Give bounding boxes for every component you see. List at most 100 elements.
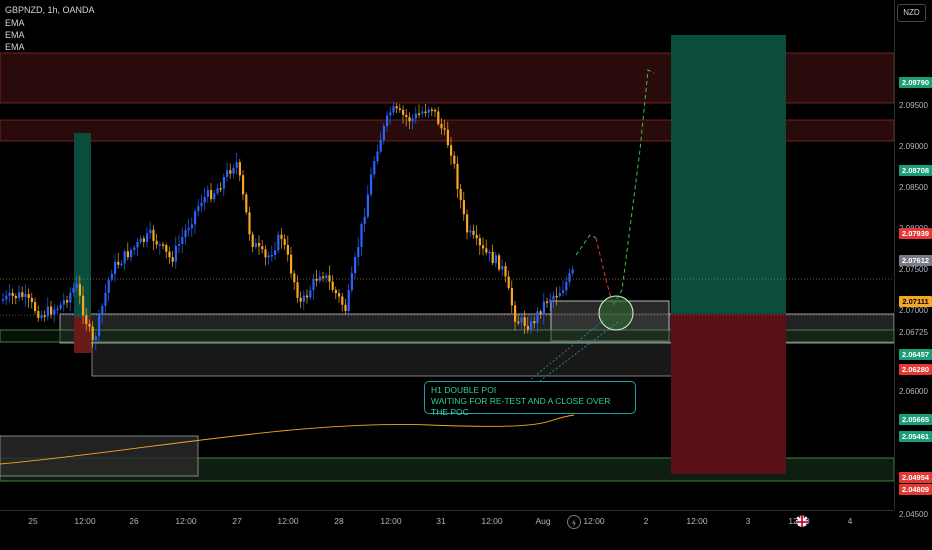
- candle-body[interactable]: [370, 174, 373, 195]
- candle-body[interactable]: [11, 292, 14, 297]
- candle-body[interactable]: [389, 112, 392, 116]
- candle-body[interactable]: [98, 314, 101, 337]
- candle-body[interactable]: [488, 251, 491, 254]
- candle-body[interactable]: [507, 276, 510, 288]
- old-position-tp[interactable]: [74, 133, 91, 317]
- candle-body[interactable]: [210, 190, 213, 200]
- candle-body[interactable]: [472, 230, 475, 235]
- candle-body[interactable]: [373, 161, 376, 175]
- candle-body[interactable]: [14, 296, 17, 299]
- candle-body[interactable]: [344, 304, 347, 311]
- long-position-sl[interactable]: [671, 314, 786, 474]
- candle-body[interactable]: [136, 241, 139, 248]
- candle-body[interactable]: [78, 283, 81, 296]
- candle-body[interactable]: [142, 238, 145, 242]
- candle-body[interactable]: [2, 299, 5, 301]
- projection-path-target[interactable]: [612, 69, 655, 306]
- ema-legend-1[interactable]: EMA: [5, 18, 25, 28]
- candle-body[interactable]: [24, 294, 27, 297]
- candle-body[interactable]: [248, 212, 251, 235]
- candle-body[interactable]: [398, 108, 401, 111]
- candle-body[interactable]: [421, 111, 424, 114]
- candle-body[interactable]: [168, 251, 171, 258]
- candle-body[interactable]: [149, 229, 152, 234]
- candle-body[interactable]: [123, 251, 126, 264]
- candle-body[interactable]: [34, 302, 37, 312]
- candle-body[interactable]: [50, 306, 53, 315]
- candle-body[interactable]: [533, 321, 536, 324]
- candle-body[interactable]: [510, 287, 513, 306]
- candle-body[interactable]: [245, 194, 248, 213]
- candle-body[interactable]: [242, 175, 245, 195]
- candle-body[interactable]: [437, 111, 440, 124]
- candle-body[interactable]: [360, 223, 363, 247]
- candle-body[interactable]: [382, 126, 385, 140]
- candle-body[interactable]: [82, 295, 85, 316]
- candle-body[interactable]: [197, 206, 200, 212]
- candle-body[interactable]: [440, 123, 443, 129]
- candle-body[interactable]: [146, 233, 149, 242]
- candle-body[interactable]: [366, 194, 369, 217]
- candle-body[interactable]: [235, 162, 238, 168]
- candle-body[interactable]: [274, 250, 277, 255]
- candle-body[interactable]: [120, 263, 123, 266]
- candle-body[interactable]: [402, 109, 405, 115]
- candle-body[interactable]: [264, 249, 267, 258]
- candle-body[interactable]: [459, 189, 462, 201]
- candle-body[interactable]: [331, 281, 334, 290]
- grey-zone-left[interactable]: [0, 435, 199, 477]
- candle-body[interactable]: [306, 295, 309, 298]
- candle-body[interactable]: [485, 248, 488, 253]
- ema-legend-2[interactable]: EMA: [5, 30, 25, 40]
- candle-body[interactable]: [200, 202, 203, 207]
- candle-body[interactable]: [302, 295, 305, 302]
- candle-body[interactable]: [299, 297, 302, 302]
- candle-body[interactable]: [181, 237, 184, 244]
- candle-body[interactable]: [56, 308, 59, 311]
- candle-body[interactable]: [258, 243, 261, 247]
- candle-body[interactable]: [334, 289, 337, 294]
- candle-body[interactable]: [418, 113, 421, 115]
- candle-body[interactable]: [357, 246, 360, 258]
- candle-body[interactable]: [558, 293, 561, 296]
- candle-body[interactable]: [165, 244, 168, 252]
- candle-body[interactable]: [350, 273, 353, 291]
- candle-body[interactable]: [107, 279, 110, 293]
- candle-body[interactable]: [520, 317, 523, 323]
- candle-body[interactable]: [446, 129, 449, 146]
- candle-body[interactable]: [539, 311, 542, 315]
- candle-body[interactable]: [328, 275, 331, 282]
- candle-body[interactable]: [213, 193, 216, 200]
- candle-body[interactable]: [43, 315, 46, 317]
- ema-line[interactable]: [0, 414, 575, 465]
- candle-body[interactable]: [571, 269, 574, 274]
- candle-body[interactable]: [18, 292, 21, 299]
- candle-body[interactable]: [414, 113, 417, 119]
- candle-body[interactable]: [450, 145, 453, 156]
- poc-highlight-circle[interactable]: [598, 295, 634, 331]
- projection-path-down[interactable]: [595, 237, 614, 306]
- candle-body[interactable]: [158, 244, 161, 246]
- candle-body[interactable]: [194, 211, 197, 225]
- uk-flag-icon[interactable]: [796, 515, 808, 527]
- candle-body[interactable]: [386, 115, 389, 127]
- candle-body[interactable]: [229, 170, 232, 174]
- candle-body[interactable]: [322, 276, 325, 278]
- candle-body[interactable]: [178, 243, 181, 246]
- candle-body[interactable]: [536, 311, 539, 324]
- candle-body[interactable]: [466, 214, 469, 233]
- candle-body[interactable]: [494, 255, 497, 264]
- candle-body[interactable]: [5, 295, 8, 300]
- note-pointer-2[interactable]: [539, 321, 619, 382]
- candle-body[interactable]: [498, 255, 501, 270]
- candle-body[interactable]: [338, 293, 341, 297]
- candle-body[interactable]: [424, 111, 427, 114]
- candle-body[interactable]: [354, 257, 357, 274]
- trade-idea-note[interactable]: H1 DOUBLE POI WAITING FOR RE-TEST AND A …: [424, 381, 636, 417]
- candle-body[interactable]: [91, 326, 94, 341]
- candle-body[interactable]: [222, 176, 225, 189]
- candle-body[interactable]: [72, 287, 75, 293]
- candle-body[interactable]: [478, 238, 481, 246]
- candle-body[interactable]: [261, 246, 264, 250]
- candle-body[interactable]: [267, 255, 270, 258]
